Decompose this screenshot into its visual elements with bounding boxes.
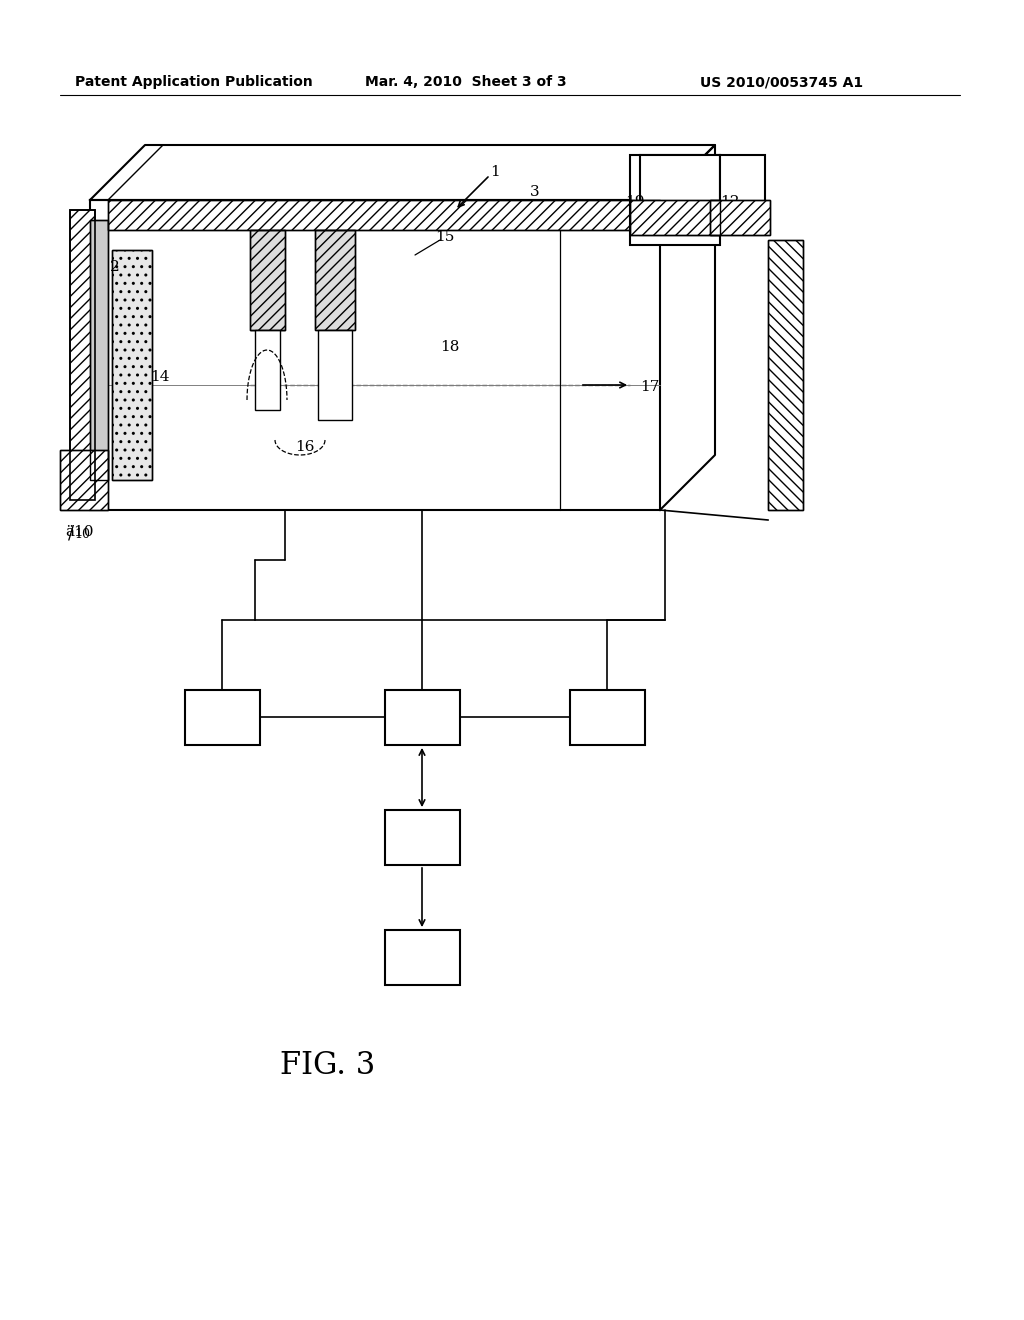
Text: 18: 18 xyxy=(440,341,460,354)
Text: FIG. 3: FIG. 3 xyxy=(280,1049,375,1081)
Bar xyxy=(768,240,803,510)
Bar xyxy=(768,240,803,510)
Text: US 2010/0053745 A1: US 2010/0053745 A1 xyxy=(700,75,863,88)
Bar xyxy=(315,230,355,330)
Bar xyxy=(70,210,95,500)
Bar xyxy=(630,154,720,246)
Bar xyxy=(112,249,152,480)
Bar xyxy=(385,690,460,744)
Text: 12: 12 xyxy=(720,195,739,209)
Bar xyxy=(70,210,95,500)
Bar xyxy=(640,154,720,235)
Text: 15: 15 xyxy=(435,230,455,244)
Text: 19: 19 xyxy=(625,195,644,209)
Bar xyxy=(90,220,108,480)
Text: 200: 200 xyxy=(207,725,239,742)
Bar xyxy=(90,201,660,510)
Bar xyxy=(255,330,280,411)
Text: ä10: ä10 xyxy=(65,525,93,539)
Text: 16: 16 xyxy=(295,440,314,454)
Text: Mar. 4, 2010  Sheet 3 of 3: Mar. 4, 2010 Sheet 3 of 3 xyxy=(365,75,566,88)
Text: 14: 14 xyxy=(150,370,170,384)
Bar xyxy=(112,249,152,480)
Text: 400: 400 xyxy=(407,845,439,862)
Text: 300: 300 xyxy=(407,725,439,742)
Bar xyxy=(315,230,355,330)
Bar xyxy=(710,201,770,235)
Bar xyxy=(720,154,765,235)
Bar xyxy=(385,810,460,865)
Text: 17: 17 xyxy=(640,380,659,393)
Bar xyxy=(250,230,285,330)
Text: 100: 100 xyxy=(410,965,442,982)
Bar xyxy=(385,931,460,985)
Bar xyxy=(112,249,152,480)
Bar xyxy=(60,450,108,510)
Text: 3: 3 xyxy=(530,185,540,199)
Text: 2: 2 xyxy=(110,260,120,275)
Polygon shape xyxy=(660,145,715,510)
Bar xyxy=(710,201,770,235)
Text: Patent Application Publication: Patent Application Publication xyxy=(75,75,312,88)
Bar xyxy=(250,230,285,330)
Bar xyxy=(570,690,645,744)
Bar xyxy=(108,201,660,230)
Bar xyxy=(630,201,720,235)
Bar xyxy=(185,690,260,744)
Text: /: / xyxy=(68,525,74,543)
Polygon shape xyxy=(90,145,715,201)
Text: 10: 10 xyxy=(74,528,90,541)
Bar xyxy=(630,201,720,235)
Bar xyxy=(60,450,108,510)
Bar xyxy=(108,201,660,230)
Bar xyxy=(90,220,108,480)
Bar xyxy=(318,330,352,420)
Text: 150: 150 xyxy=(595,725,627,742)
Text: 1: 1 xyxy=(490,165,500,180)
